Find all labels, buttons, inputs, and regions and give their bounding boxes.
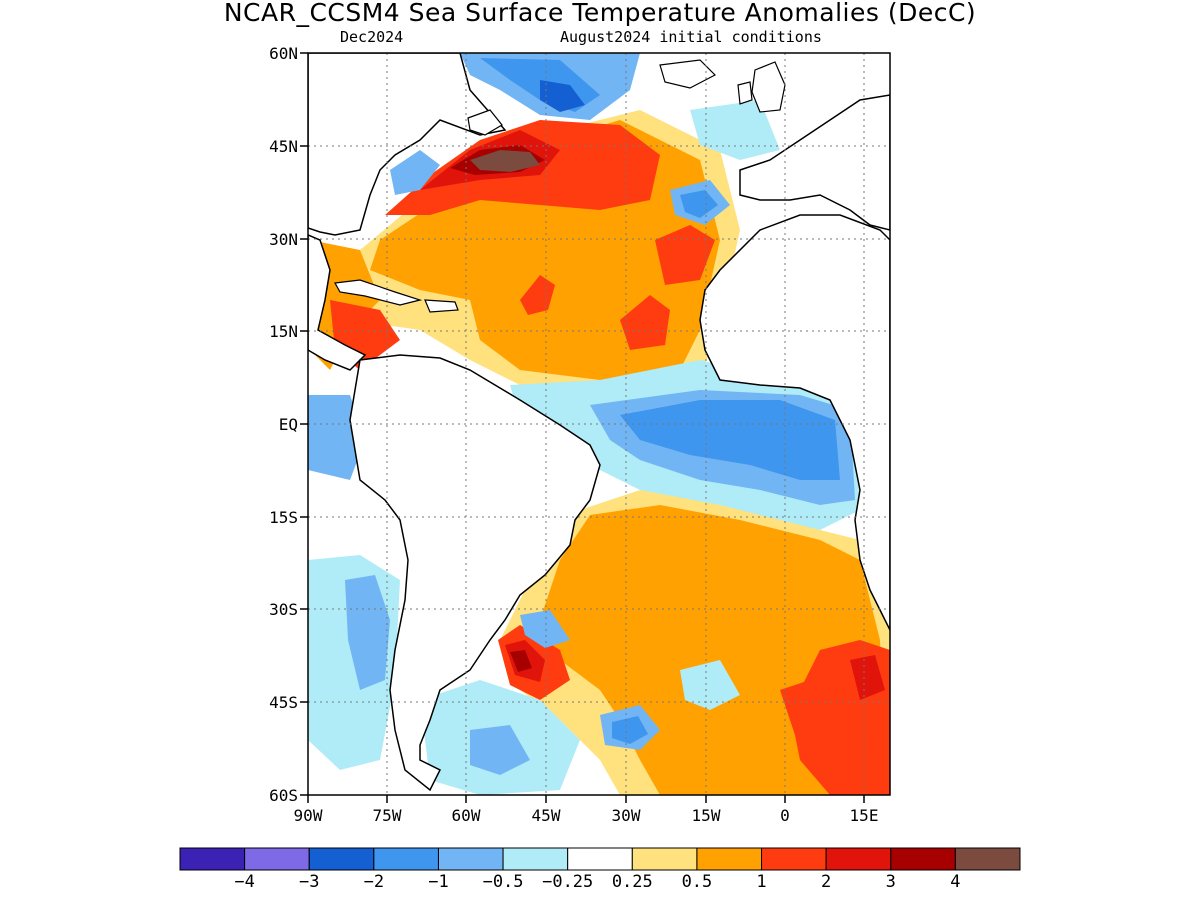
gridlines (308, 53, 890, 795)
newfoundland (467, 109, 503, 136)
colorbar-tick-label: 0.25 (611, 872, 653, 892)
lon-label-90w: 90W (293, 806, 323, 825)
colorbar-tick-label: −2 (363, 872, 385, 892)
lat-label-45s: 45S (269, 693, 298, 712)
cuba (334, 279, 423, 306)
ireland (737, 81, 753, 105)
cold-south-pacific-core (345, 575, 390, 690)
colorbar-swatch (179, 847, 246, 871)
cold-patagonia-core (470, 725, 530, 775)
lat-label-15n: 15N (269, 322, 298, 341)
lat-label-60n: 60N (269, 44, 298, 63)
hispaniola (424, 299, 459, 313)
lon-label-45w: 45W (531, 806, 561, 825)
lon-label-30w: 30W (611, 806, 641, 825)
lon-label-15e: 15E (849, 806, 879, 825)
colorbar-tick-label: −4 (234, 872, 255, 892)
colorbar-tick-label: 4 (950, 872, 961, 892)
colorbar-tick-label: 0.5 (681, 872, 713, 892)
cold-south-central-core (612, 716, 648, 744)
colorbar-swatch (761, 847, 827, 871)
colorbar-tick-label: −3 (298, 872, 320, 892)
lat-label-45n: 45N (269, 137, 298, 156)
colorbar-tick-label: −1 (428, 872, 449, 892)
colorbar-swatch (631, 847, 698, 871)
warm-patch-canary (655, 225, 715, 285)
axis-ticks (300, 52, 865, 803)
gulf-stream-max (470, 150, 540, 172)
colorbar-swatch (567, 847, 633, 871)
lat-label-eq: EQ (278, 415, 298, 434)
colorbar-swatch (244, 847, 310, 871)
map-title: NCAR_CCSM4 Sea Surface Temperature Anoma… (223, 0, 977, 27)
colorbar-swatch (502, 847, 569, 871)
lat-label-30n: 30N (269, 230, 298, 249)
lat-label-15s: 15S (269, 508, 298, 527)
lat-label-30s: 30S (269, 600, 298, 619)
colorbar-swatch (696, 847, 763, 871)
colorbar-tick-label: 1 (756, 872, 767, 892)
warm-brazil-malvinas-core (510, 650, 532, 672)
cold-south-east-mid (680, 660, 740, 710)
colorbar-swatch (308, 847, 375, 871)
central-america (308, 234, 367, 371)
cold-labrador-core (540, 80, 585, 112)
colorbar-swatch (954, 847, 1021, 871)
colorbar-tick-label: −0.25 (542, 872, 594, 892)
colorbar-swatch (373, 847, 439, 871)
north-america (308, 53, 507, 236)
warm-patch-east (620, 295, 670, 350)
lon-label-75w: 75W (372, 806, 402, 825)
south-america (349, 354, 601, 792)
forecast-month: Dec2024 (340, 28, 404, 46)
colorbar-tick-label: 3 (885, 872, 896, 892)
initial-conditions: August2024 initial conditions (560, 28, 822, 46)
colorbar (179, 847, 1021, 871)
cold-brazil-shelf (520, 610, 570, 648)
colorbar-tick-label: −0.5 (482, 872, 524, 892)
colorbar-swatch (437, 847, 504, 871)
lon-label-15w: 15W (691, 806, 721, 825)
cold-azores-core (680, 190, 718, 218)
lon-label-0: 0 (780, 806, 790, 825)
warm-south-mid (780, 680, 820, 735)
warm-south-hot-east-core (850, 655, 885, 700)
land-masses (308, 53, 890, 792)
iceland (659, 59, 717, 89)
cold-nw-european (690, 100, 780, 160)
colorbar-swatch (890, 847, 956, 871)
colorbar-swatch (825, 847, 892, 871)
cold-us-coast (390, 150, 440, 195)
europe (739, 94, 890, 231)
lat-label-60s: 60S (269, 786, 298, 805)
africa (699, 214, 890, 631)
colorbar-tick-label: 2 (821, 872, 832, 892)
lon-label-60w: 60W (451, 806, 481, 825)
british-isles (751, 61, 786, 113)
